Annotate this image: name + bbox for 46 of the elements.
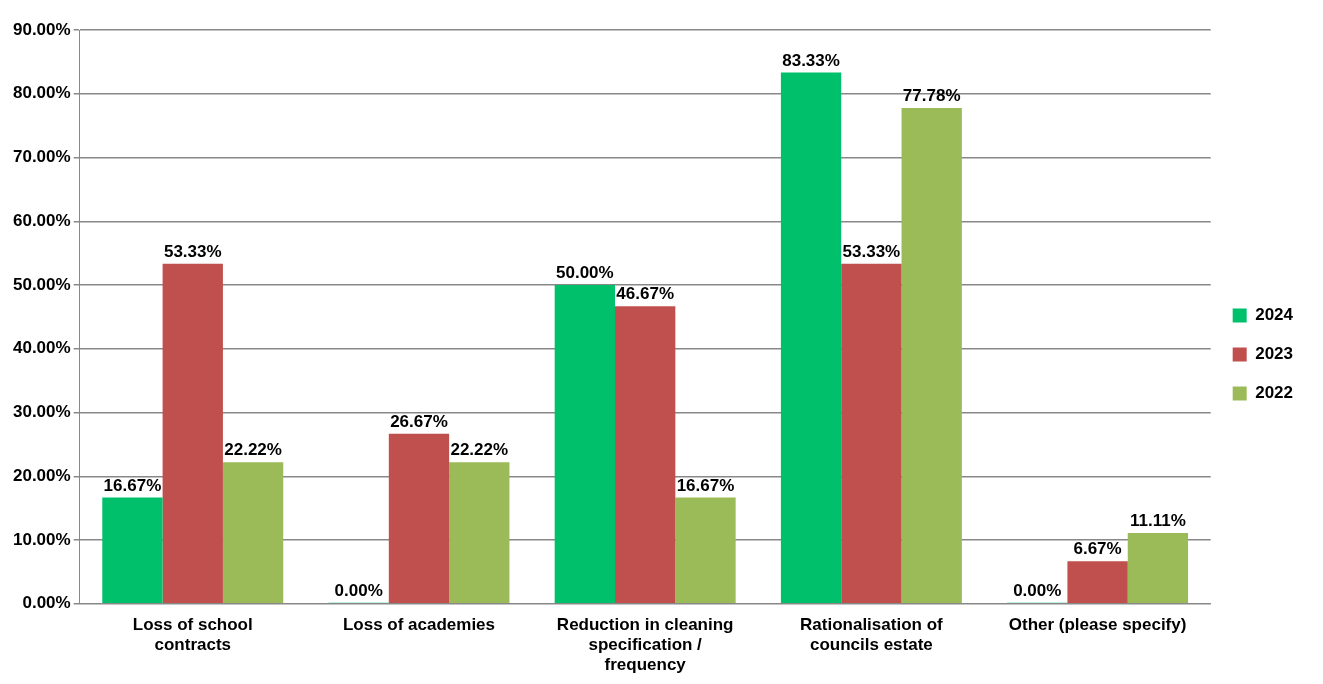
y-tick-label: 40.00% [12, 338, 71, 358]
data-label: 11.11% [1130, 511, 1186, 531]
y-tick-label: 60.00% [12, 210, 71, 230]
bar [841, 263, 902, 604]
y-tick-label: 90.00% [12, 19, 71, 39]
bar [615, 306, 676, 604]
y-tick-label: 50.00% [12, 274, 71, 294]
data-label: 53.33% [842, 241, 901, 261]
bar [675, 497, 736, 604]
data-label: 0.00% [1013, 580, 1062, 600]
data-label: 53.33% [163, 241, 222, 261]
x-tick-label: Other (please specify) [1008, 614, 1187, 634]
data-label: 50.00% [556, 263, 614, 283]
bar [1067, 561, 1128, 604]
data-label: 83.33% [782, 50, 840, 70]
bar [449, 462, 510, 604]
bar [388, 433, 450, 604]
data-label: 16.67% [676, 475, 735, 495]
legend-label: 2024 [1255, 305, 1294, 325]
bar [554, 285, 616, 604]
bar [102, 497, 163, 604]
y-tick-label: 80.00% [12, 83, 71, 103]
x-tick-label: Reduction in cleaning specification / frequency [556, 614, 734, 675]
x-tick-label: Rationalisation of councils estate [800, 614, 944, 655]
data-label: 0.00% [334, 580, 383, 600]
data-label: 6.67% [1073, 539, 1122, 559]
y-tick-label: 30.00% [12, 402, 71, 422]
data-label: 22.22% [450, 440, 509, 460]
y-tick-label: 10.00% [12, 529, 71, 549]
x-tick-label: Loss of school contracts [132, 614, 253, 655]
bar [1127, 532, 1189, 604]
data-label: 46.67% [616, 284, 675, 304]
data-label: 77.78% [902, 86, 961, 106]
x-tick-label: Loss of academies [342, 614, 496, 634]
legend-label: 2023 [1255, 344, 1294, 364]
bar [780, 72, 842, 604]
bar [222, 462, 284, 604]
data-label: 22.22% [224, 440, 282, 460]
legend-label: 2022 [1255, 383, 1294, 403]
y-tick-label: 70.00% [12, 147, 71, 167]
y-tick-label: 20.00% [12, 465, 71, 485]
bar [901, 107, 962, 604]
data-label: 16.67% [103, 475, 162, 495]
bar [162, 263, 223, 604]
data-label: 26.67% [390, 411, 448, 431]
y-tick-label: 0.00% [22, 593, 71, 613]
